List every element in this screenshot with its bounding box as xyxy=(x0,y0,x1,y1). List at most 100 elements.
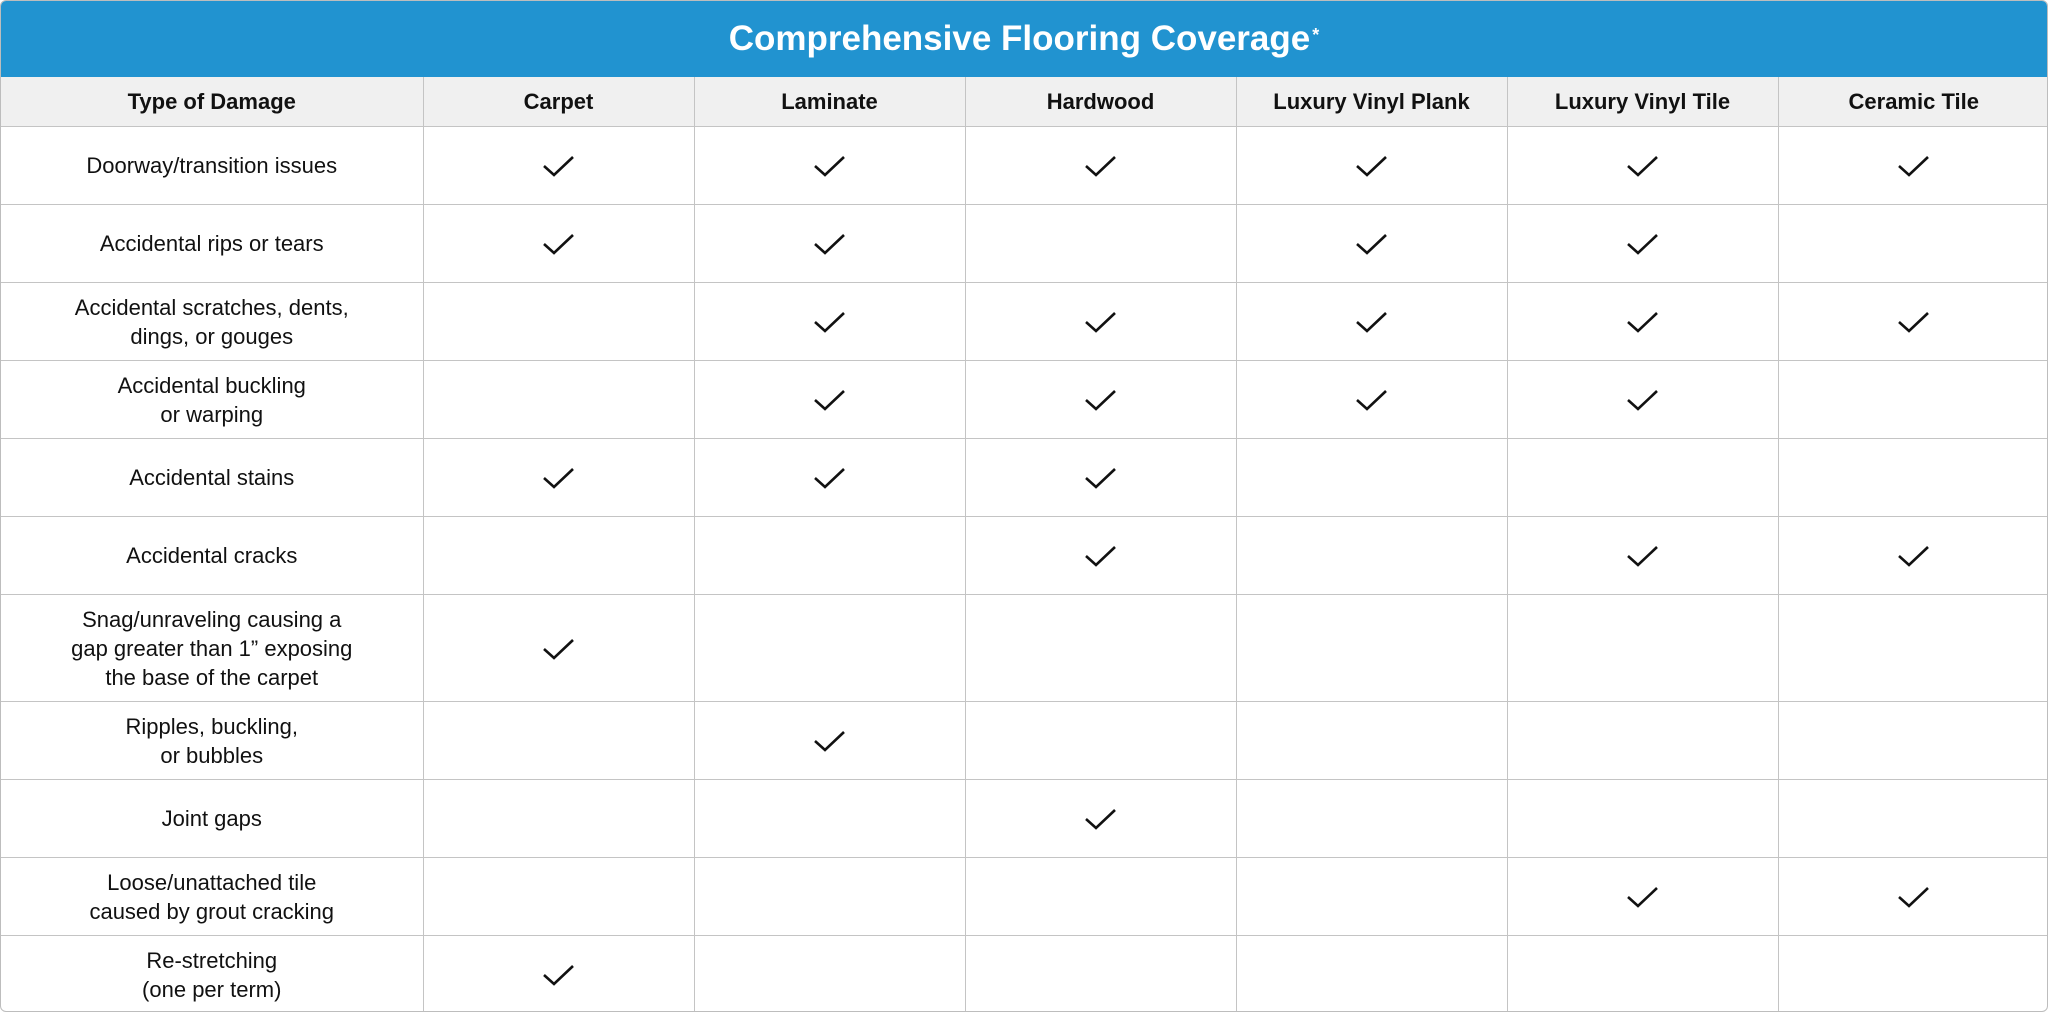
checkmark-icon xyxy=(542,234,574,255)
coverage-cell-laminate xyxy=(693,360,966,439)
coverage-cell-ceramic-tile xyxy=(1777,204,2047,283)
checkmark-icon xyxy=(813,234,845,255)
coverage-cell-luxury-vinyl-plank xyxy=(1235,779,1508,858)
coverage-cell-luxury-vinyl-plank xyxy=(1235,701,1508,780)
checkmark-icon xyxy=(542,156,574,177)
checkmark-icon xyxy=(1626,887,1658,908)
damage-type-label: Accidental cracks xyxy=(1,516,424,595)
table-row: Accidental cracks xyxy=(1,516,2047,595)
coverage-cell-luxury-vinyl-tile xyxy=(1506,282,1779,361)
table-row: Doorway/transition issues xyxy=(1,126,2047,205)
column-header-ceramic-tile: Ceramic Tile xyxy=(1777,77,2047,127)
checkmark-icon xyxy=(1626,546,1658,567)
coverage-cell-carpet xyxy=(422,126,695,205)
coverage-cell-ceramic-tile xyxy=(1777,438,2047,517)
coverage-cell-carpet xyxy=(422,438,695,517)
coverage-cell-ceramic-tile xyxy=(1777,282,2047,361)
checkmark-icon xyxy=(813,468,845,489)
table-row: Accidental stains xyxy=(1,438,2047,517)
checkmark-icon xyxy=(1084,156,1116,177)
coverage-cell-laminate xyxy=(693,282,966,361)
coverage-cell-carpet xyxy=(422,360,695,439)
coverage-cell-ceramic-tile xyxy=(1777,779,2047,858)
checkmark-icon xyxy=(1355,390,1387,411)
coverage-cell-ceramic-tile xyxy=(1777,594,2047,702)
coverage-cell-luxury-vinyl-tile xyxy=(1506,779,1779,858)
checkmark-icon xyxy=(1897,546,1929,567)
coverage-cell-luxury-vinyl-plank xyxy=(1235,360,1508,439)
coverage-cell-luxury-vinyl-plank xyxy=(1235,857,1508,936)
coverage-cell-luxury-vinyl-plank xyxy=(1235,594,1508,702)
coverage-cell-carpet xyxy=(422,282,695,361)
coverage-cell-ceramic-tile xyxy=(1777,701,2047,780)
table-row: Accidental rips or tears xyxy=(1,204,2047,283)
table-row: Snag/unraveling causing a gap greater th… xyxy=(1,594,2047,702)
checkmark-icon xyxy=(1355,234,1387,255)
coverage-cell-laminate xyxy=(693,857,966,936)
coverage-cell-luxury-vinyl-tile xyxy=(1506,857,1779,936)
coverage-cell-luxury-vinyl-tile xyxy=(1506,516,1779,595)
damage-type-label: Joint gaps xyxy=(1,779,424,858)
checkmark-icon xyxy=(542,965,574,986)
damage-type-label: Snag/unraveling causing a gap greater th… xyxy=(1,594,424,702)
column-header-laminate: Laminate xyxy=(693,77,966,127)
damage-type-label: Doorway/transition issues xyxy=(1,126,424,205)
coverage-cell-hardwood xyxy=(964,701,1237,780)
coverage-cell-hardwood xyxy=(964,360,1237,439)
coverage-cell-hardwood xyxy=(964,204,1237,283)
column-header-luxury-vinyl-plank: Luxury Vinyl Plank xyxy=(1235,77,1508,127)
coverage-cell-luxury-vinyl-plank xyxy=(1235,438,1508,517)
column-header-luxury-vinyl-tile: Luxury Vinyl Tile xyxy=(1506,77,1779,127)
damage-type-label: Ripples, buckling, or bubbles xyxy=(1,701,424,780)
checkmark-icon xyxy=(542,638,574,660)
damage-type-label: Accidental rips or tears xyxy=(1,204,424,283)
checkmark-icon xyxy=(1626,312,1658,333)
coverage-cell-hardwood xyxy=(964,126,1237,205)
title-footnote-mark: * xyxy=(1312,24,1320,45)
checkmark-icon xyxy=(1626,156,1658,177)
damage-type-label: Accidental stains xyxy=(1,438,424,517)
checkmark-icon xyxy=(1355,312,1387,333)
checkmark-icon xyxy=(1355,156,1387,177)
coverage-cell-luxury-vinyl-plank xyxy=(1235,126,1508,205)
header-row: Type of Damage Carpet Laminate Hardwood Luxu… xyxy=(1,77,2047,127)
table-title: Comprehensive Flooring Coverage xyxy=(728,19,1311,58)
damage-type-label: Re-stretching (one per term) xyxy=(1,935,424,1011)
coverage-cell-laminate xyxy=(693,516,966,595)
coverage-cell-ceramic-tile xyxy=(1777,935,2047,1011)
coverage-cell-luxury-vinyl-tile xyxy=(1506,360,1779,439)
column-header-type-of-damage: Type of Damage xyxy=(1,77,424,127)
coverage-cell-carpet xyxy=(422,516,695,595)
coverage-table: Type of Damage Carpet Laminate Hardwood Luxu… xyxy=(1,77,2047,1011)
table-title-bar: Comprehensive Flooring Coverage * xyxy=(1,1,2047,77)
coverage-cell-hardwood xyxy=(964,282,1237,361)
column-header-carpet: Carpet xyxy=(422,77,695,127)
coverage-cell-carpet xyxy=(422,701,695,780)
coverage-cell-laminate xyxy=(693,204,966,283)
coverage-cell-luxury-vinyl-tile xyxy=(1506,594,1779,702)
coverage-cell-luxury-vinyl-tile xyxy=(1506,701,1779,780)
coverage-cell-luxury-vinyl-tile xyxy=(1506,935,1779,1011)
damage-type-label: Accidental scratches, dents, dings, or g… xyxy=(1,282,424,361)
checkmark-icon xyxy=(1084,468,1116,489)
coverage-cell-luxury-vinyl-plank xyxy=(1235,282,1508,361)
coverage-cell-hardwood xyxy=(964,516,1237,595)
checkmark-icon xyxy=(1084,809,1116,830)
coverage-cell-laminate xyxy=(693,438,966,517)
coverage-cell-laminate xyxy=(693,126,966,205)
coverage-cell-carpet xyxy=(422,779,695,858)
table-row: Loose/unattached tile caused by grout cr… xyxy=(1,857,2047,936)
table-row: Accidental buckling or warping xyxy=(1,360,2047,439)
damage-type-label: Accidental buckling or warping xyxy=(1,360,424,439)
checkmark-icon xyxy=(813,390,845,411)
coverage-cell-laminate xyxy=(693,779,966,858)
checkmark-icon xyxy=(1897,887,1929,908)
checkmark-icon xyxy=(1897,156,1929,177)
coverage-cell-hardwood xyxy=(964,857,1237,936)
table-row: Ripples, buckling, or bubbles xyxy=(1,701,2047,780)
coverage-cell-hardwood xyxy=(964,438,1237,517)
coverage-cell-ceramic-tile xyxy=(1777,360,2047,439)
coverage-cell-ceramic-tile xyxy=(1777,126,2047,205)
checkmark-icon xyxy=(1626,234,1658,255)
